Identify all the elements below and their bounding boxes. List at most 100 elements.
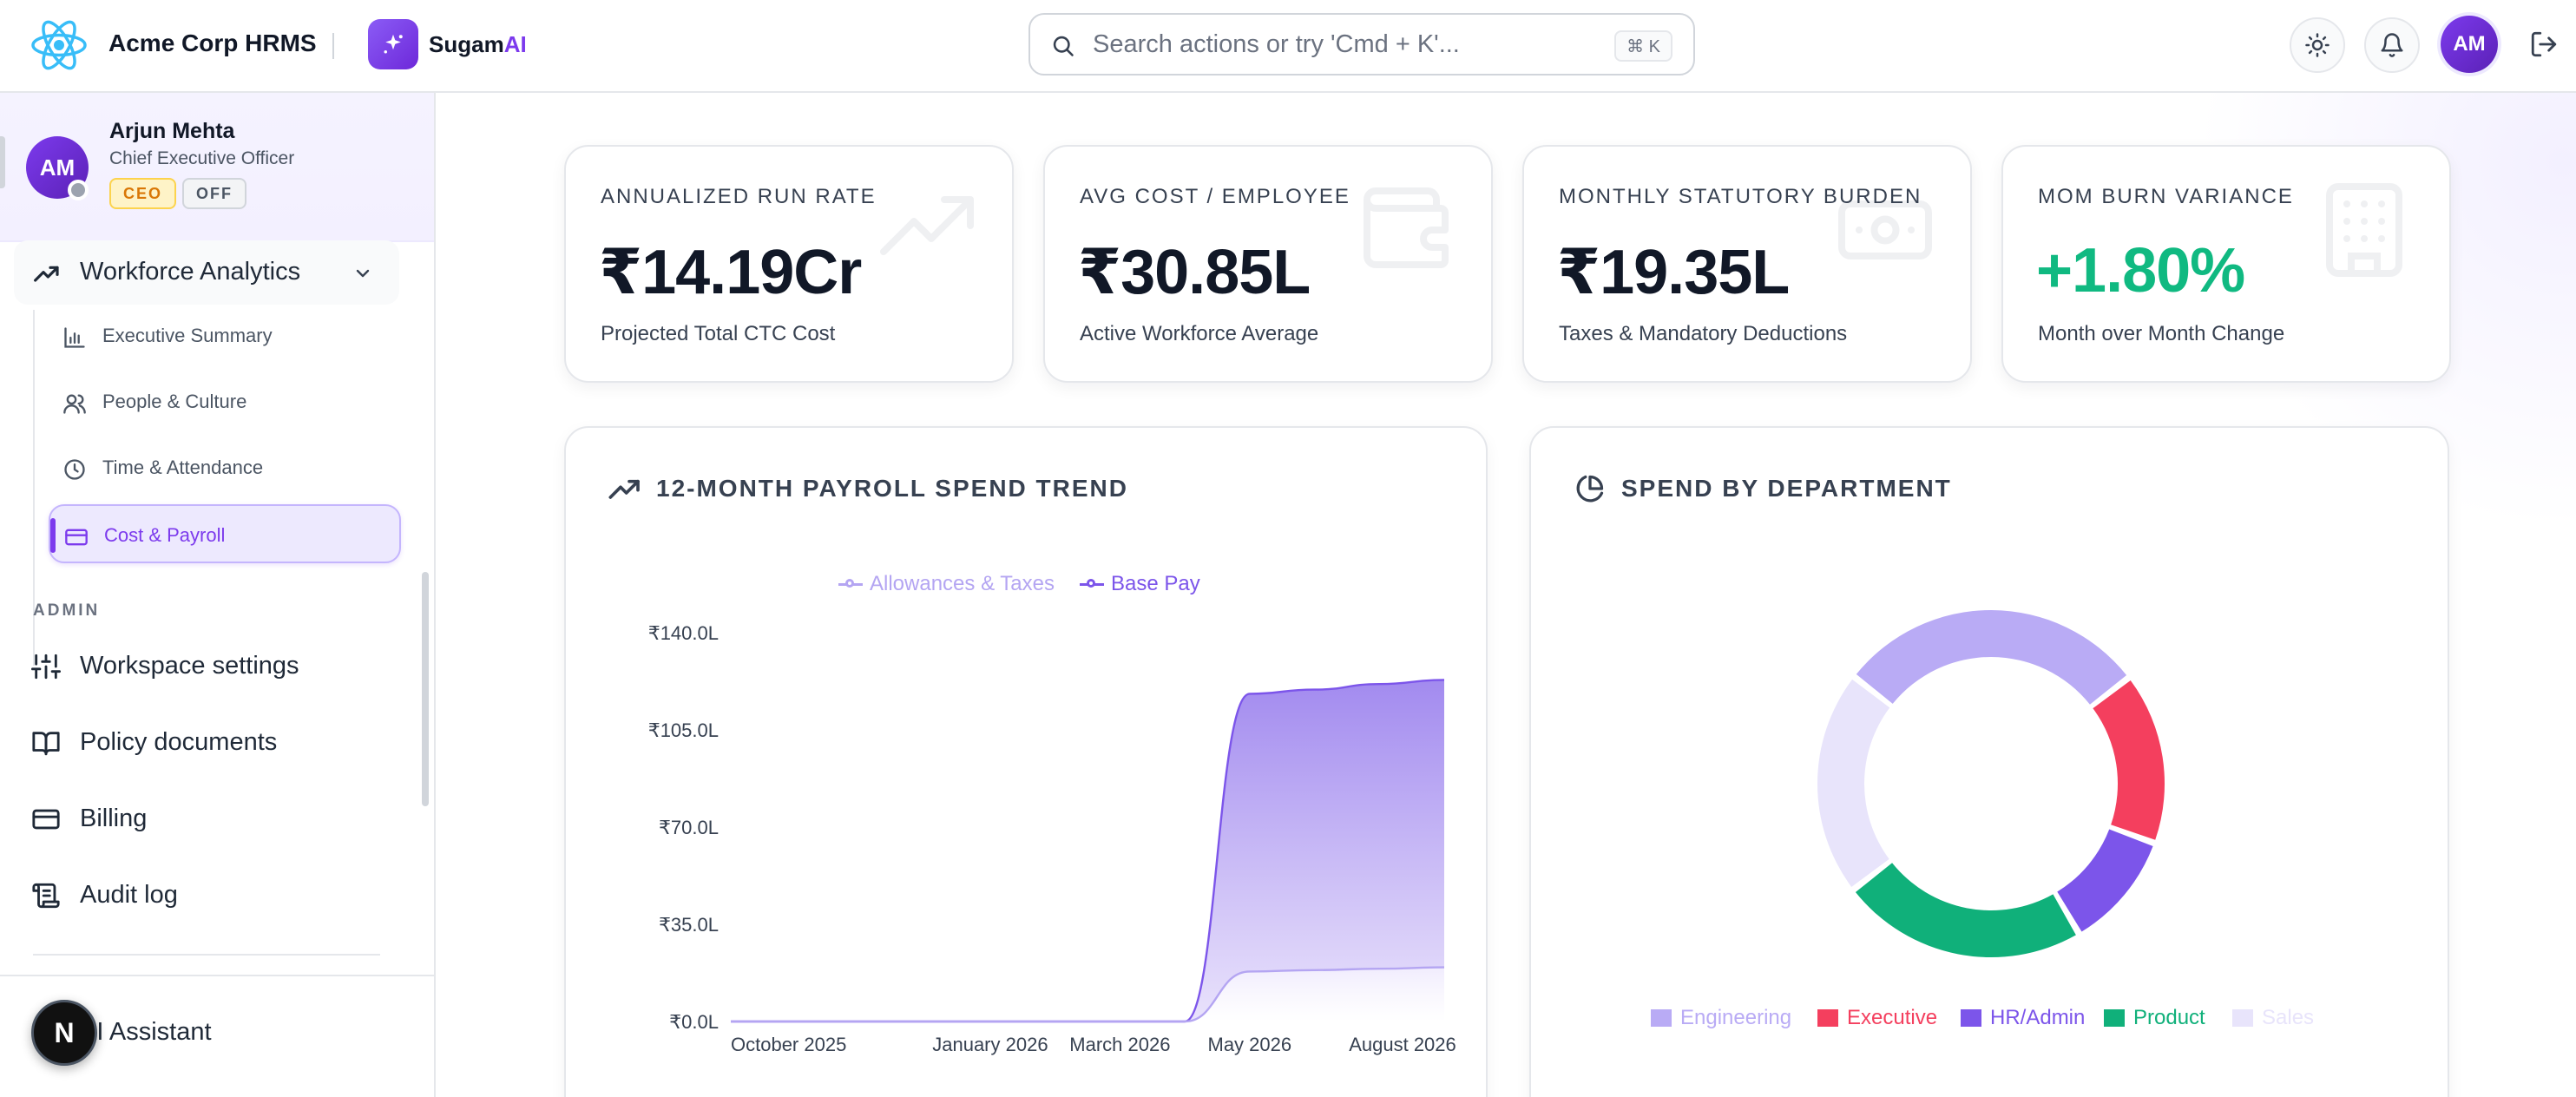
sidebar-item-cost-payroll[interactable]: Cost & Payroll [49,504,401,563]
legend-label: Engineering [1680,1006,1792,1029]
presence-status-dot [68,180,89,200]
kpi-card-run-rate: ANNUALIZED RUN RATE ₹14.19Cr Projected T… [564,145,1014,383]
chevron-down-icon[interactable] [352,263,373,284]
legend-item-allowances[interactable]: Allowances & Taxes [838,572,1055,596]
kpi-card-avg-cost: AVG COST / EMPLOYEE ₹30.85L Active Workf… [1043,145,1493,383]
book-open-icon [32,732,60,756]
legend-item-engineering[interactable]: Engineering [1651,1006,1791,1030]
legend-swatch [2104,1009,2125,1027]
payroll-area-chart: ₹0.0L ₹35.0L ₹70.0L ₹105.0L ₹140.0L October 2… [648,622,1456,1055]
y-axis-tick-label: ₹140.0L [648,622,719,644]
kpi-value: ₹30.85L [1078,238,1311,307]
sidebar-item-label: People & Culture [102,391,247,412]
building-icon [2326,183,2402,277]
pie-chart-icon [1576,475,1604,503]
sidebar-divider [33,954,380,956]
donut-slice-executive [2093,680,2165,840]
profile-avatar[interactable]: AM [26,136,89,199]
x-axis-tick-label: March 2026 [1069,1034,1170,1055]
legend-swatch [1651,1009,1672,1027]
main-content: ANNUALIZED RUN RATE ₹14.19Cr Projected T… [436,93,2576,1097]
theme-toggle-button[interactable] [2290,17,2345,73]
panel-title: SPEND BY DEPARTMENT [1621,475,1952,502]
sidebar-item-label: Billing [80,805,148,832]
sidebar-item-label: Audit log [80,881,178,909]
y-axis-tick-label: ₹0.0L [669,1011,719,1033]
sidebar-item-label: Cost & Payroll [104,524,226,546]
sidebar-item-people-culture[interactable]: People & Culture [49,372,401,431]
sliders-icon [31,654,61,680]
admin-section-label: ADMIN [33,601,101,620]
sidebar-item-workspace-settings[interactable]: Workspace settings [31,640,396,692]
legend-item-base-pay[interactable]: Base Pay [1080,572,1200,596]
status-badge[interactable]: OFF [182,178,246,209]
legend-marker-icon [1080,578,1104,590]
kpi-value: +1.80% [2036,236,2245,305]
donut-slice-hr-admin [2057,829,2153,932]
banknote-icon [1838,200,1932,259]
assistant-brand-suffix: AI [503,31,527,57]
trending-up-icon [880,196,974,255]
kpi-subtitle: Month over Month Change [2038,322,2285,345]
kpi-card-mom-variance: MOM BURN VARIANCE +1.80% Month over Mont… [2001,145,2451,383]
department-donut-chart [1817,610,2165,957]
sidebar-item-label: Executive Summary [102,325,273,346]
keyboard-shortcut-hint: ⌘ K [1614,30,1672,62]
sidebar-item-billing[interactable]: Billing [31,792,396,844]
credit-card-icon [32,809,60,830]
sidebar-item-time-attendance[interactable]: Time & Attendance [49,438,401,497]
user-profile-card[interactable]: AM Arjun Mehta Chief Executive Officer C… [0,93,434,242]
sidebar-item-executive-summary[interactable]: Executive Summary [49,306,401,365]
notifications-button[interactable] [2364,17,2420,73]
kpi-label: AVG COST / EMPLOYEE [1080,185,1350,208]
role-badge: CEO [109,178,177,209]
legend-label: Sales [2262,1006,2315,1029]
sparkles-icon[interactable] [368,19,418,69]
command-search[interactable]: ⌘ K [1028,13,1695,76]
nav-group-label: Workforce Analytics [80,258,301,286]
sidebar-item-policy-documents[interactable]: Policy documents [31,716,396,768]
ai-assistant-link[interactable]: AI Assistant [80,1018,212,1046]
legend-label: HR/Admin [1990,1006,2086,1029]
user-avatar[interactable]: AM [2441,16,2498,73]
donut-slice-engineering [1856,610,2127,705]
react-logo-icon[interactable] [30,17,89,73]
department-spend-panel: SPEND BY DEPARTMENT Engineering Executive… [1529,426,2449,1097]
sidebar-item-label: Policy documents [80,728,278,756]
search-input[interactable] [1093,25,1579,63]
profile-name: Arjun Mehta [109,119,235,143]
kpi-card-statutory-burden: MONTHLY STATUTORY BURDEN ₹19.35L Taxes &… [1522,145,1972,383]
y-axis-tick-label: ₹105.0L [648,719,719,741]
assistant-brand-name: Sugam [429,31,504,57]
brand-name[interactable]: Acme Corp HRMS [108,30,317,56]
assistant-brand[interactable]: SugamAI [429,31,527,58]
legend-label: Executive [1847,1006,1938,1029]
donut-slice-sales [1817,679,1890,887]
base-pay-area [731,967,1444,1021]
y-axis-tick-label: ₹35.0L [659,914,719,936]
sidebar-scrollbar[interactable] [422,572,429,806]
sidebar-item-audit-log[interactable]: Audit log [31,869,396,921]
kpi-subtitle: Projected Total CTC Cost [601,322,836,345]
legend-item-executive[interactable]: Executive [1817,1006,1937,1030]
x-axis-tick-label: May 2026 [1208,1034,1292,1055]
legend-item-sales[interactable]: Sales [2232,1006,2314,1030]
legend-item-product[interactable]: Product [2104,1006,2205,1030]
legend-label: Product [2133,1006,2205,1029]
top-bar: Acme Corp HRMS SugamAI ⌘ K AM [0,0,2576,93]
submenu-rail [33,310,35,666]
allowances-area [731,680,1444,1021]
legend-swatch [1961,1009,1981,1027]
scroll-icon [32,883,60,909]
kpi-subtitle: Taxes & Mandatory Deductions [1559,322,1848,345]
kpi-subtitle: Active Workforce Average [1080,322,1319,345]
wallet-icon [1364,187,1449,268]
nav-group-workforce-analytics[interactable]: Workforce Analytics [14,240,399,305]
credit-card-icon [65,529,88,546]
legend-item-hr-admin[interactable]: HR/Admin [1961,1006,2085,1030]
dev-tools-badge[interactable]: N [31,1000,97,1066]
sidebar-item-label: Workspace settings [80,652,299,680]
logout-icon[interactable] [2529,30,2559,59]
clock-icon [64,459,85,480]
payroll-trend-panel: 12-MONTH PAYROLL SPEND TREND Allowances … [564,426,1488,1097]
